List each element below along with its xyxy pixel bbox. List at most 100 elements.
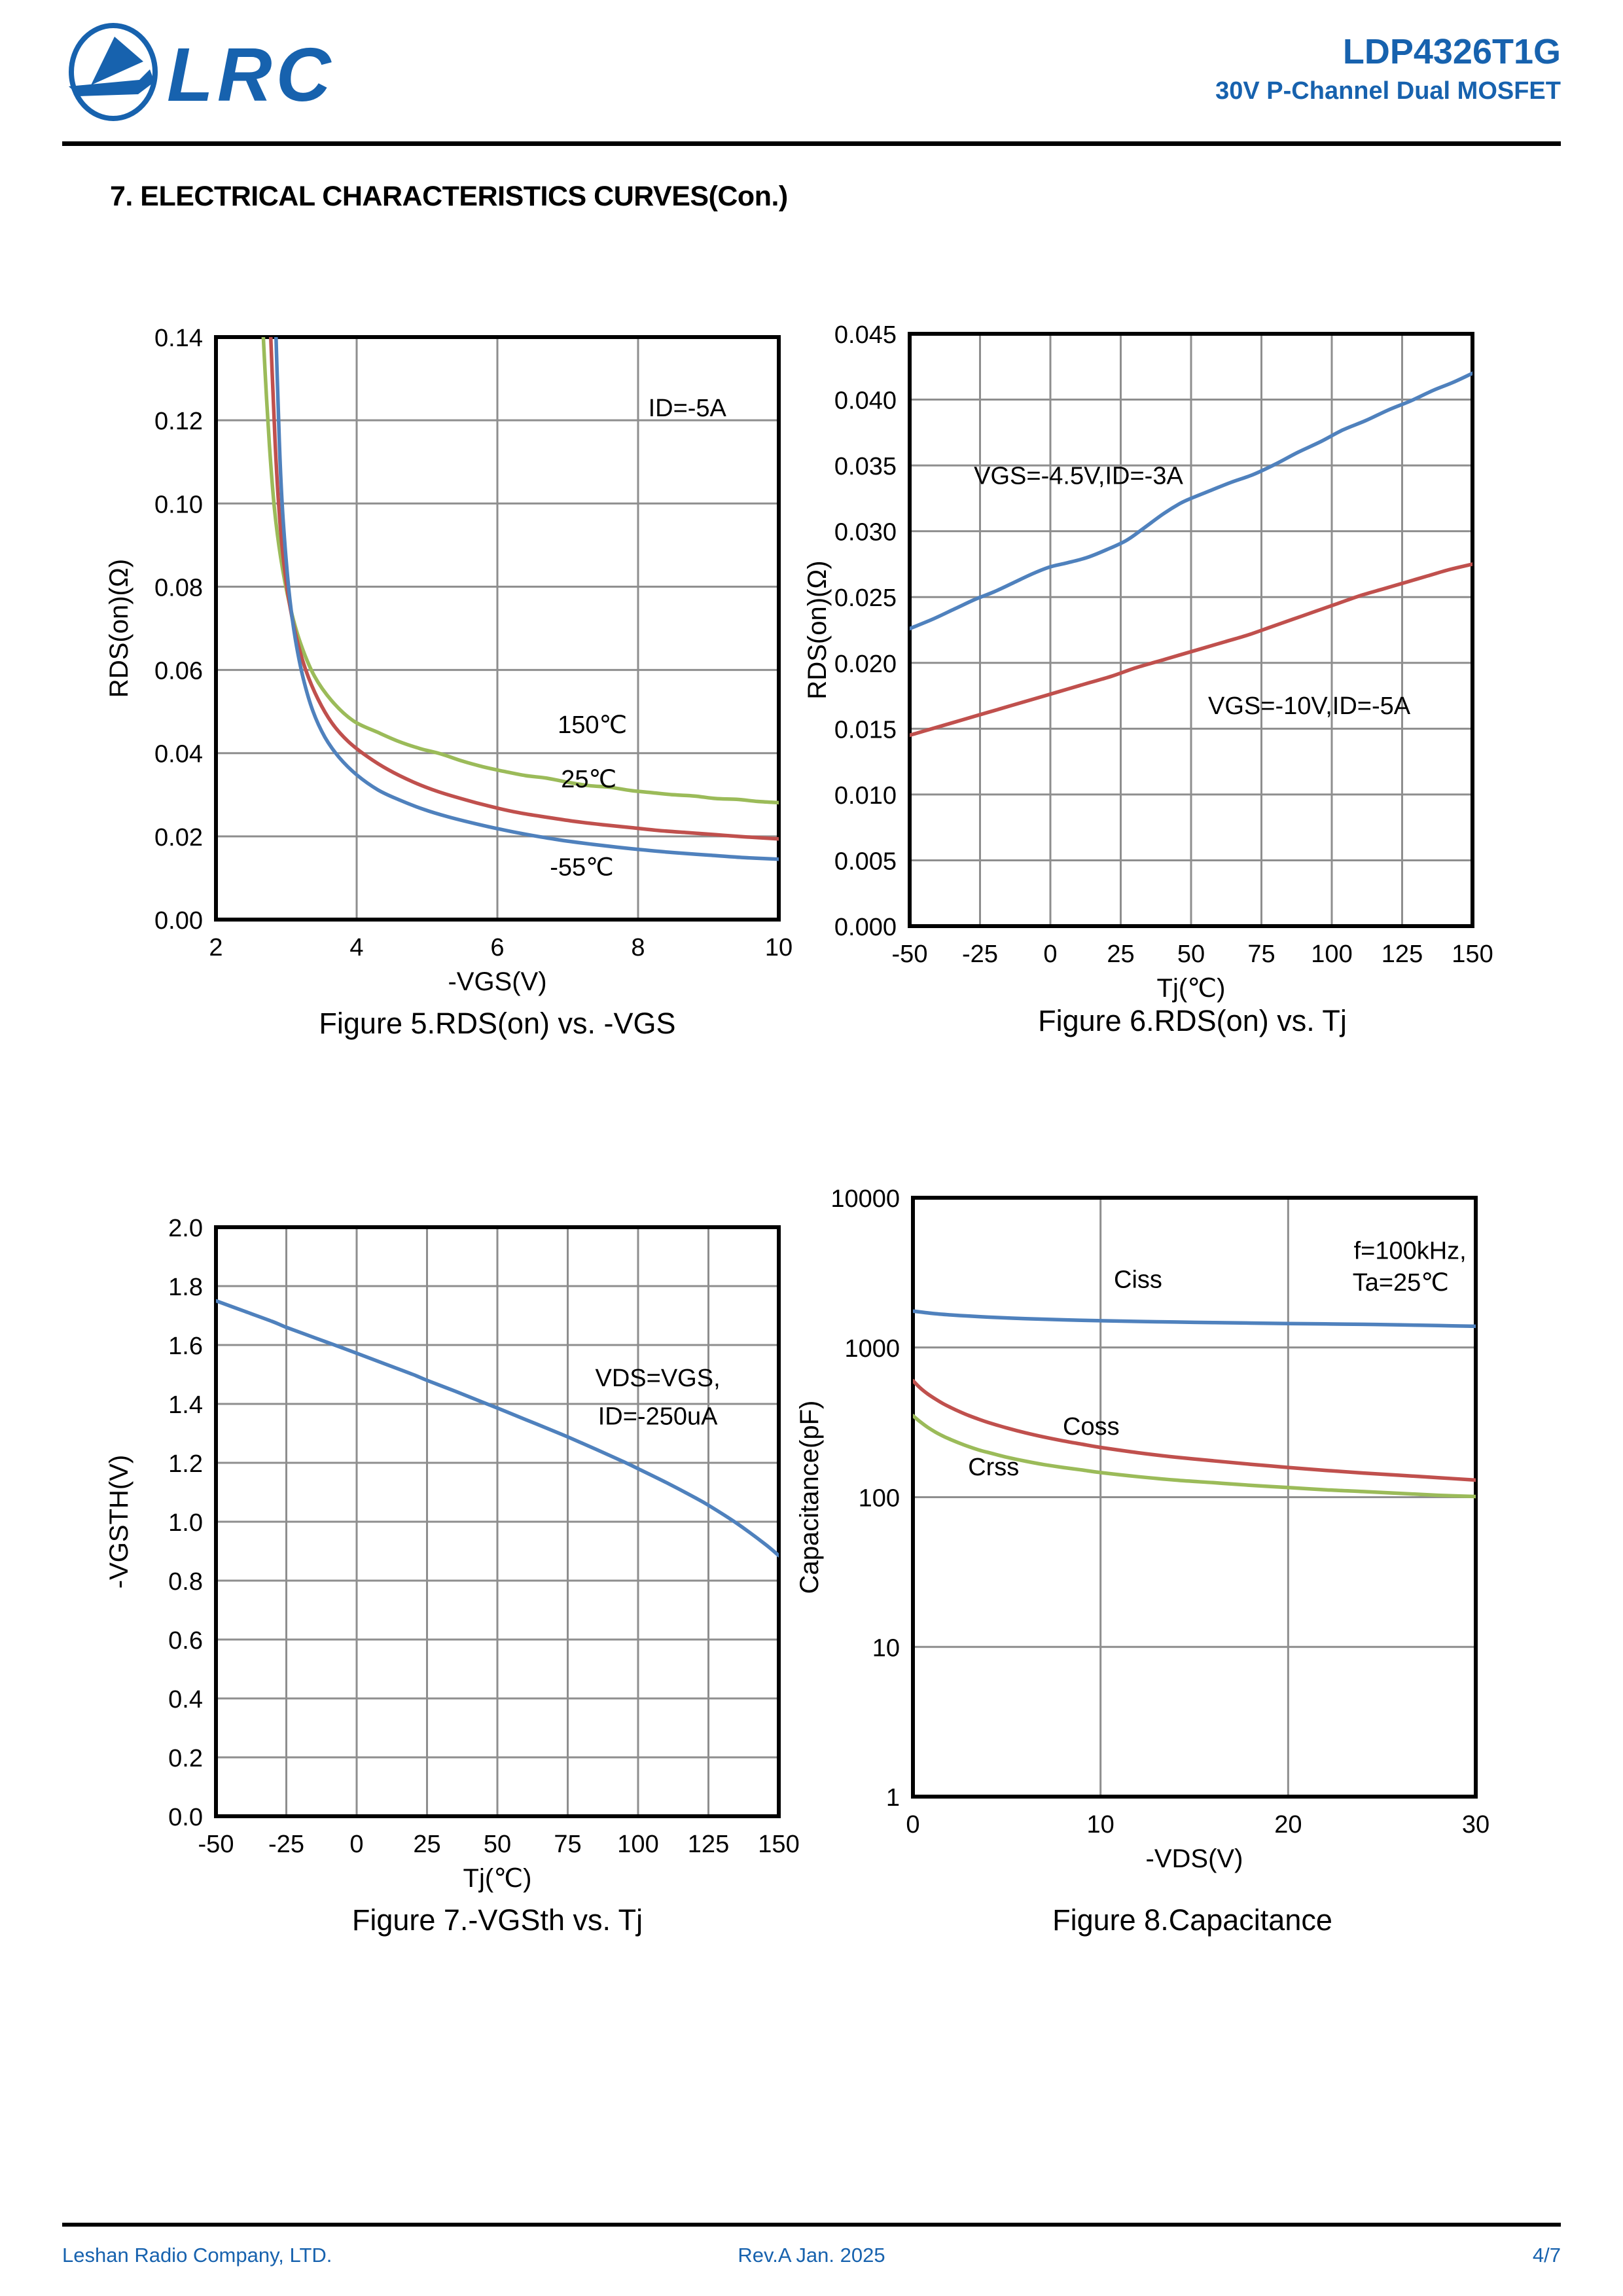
x-tick-label: 100 [1311,941,1352,968]
y-tick-label: 0.005 [834,848,897,875]
series--55 [274,337,779,861]
y-tick-label: 0.8 [168,1568,203,1596]
x-tick-label: 20 [1274,1811,1302,1839]
series-Coss [913,1378,1476,1482]
x-axis-label: -VGS(V) [448,967,546,996]
logo-hull-icon [69,69,154,96]
x-tick-label: 6 [490,934,504,961]
y-tick-label: 0.020 [834,651,897,678]
y-tick-label: 1.8 [168,1274,203,1301]
series-25 [268,337,779,841]
footer-company: Leshan Radio Company, LTD. [62,2244,332,2267]
x-axis-label: Tj(℃) [1157,974,1226,1003]
y-tick-label: 0.2 [168,1745,203,1772]
footer-revision: Rev.A Jan. 2025 [738,2244,885,2267]
y-tick-label: 0.00 [154,907,203,935]
y-tick-label: 2.0 [168,1215,203,1242]
y-tick-label: 0.06 [154,658,203,685]
y-tick-label: 0.035 [834,453,897,480]
y-tick-label: 0.12 [154,408,203,435]
part-subtitle: 30V P-Channel Dual MOSFET [1215,77,1561,105]
y-tick-label: 0.02 [154,824,203,852]
y-axis-label: -VGSTH(V) [105,1455,134,1588]
series--VGSth [216,1299,779,1558]
series-150 [261,337,779,805]
x-tick-label: 75 [1247,941,1275,968]
annotation: Ta=25℃ [1353,1269,1449,1297]
series-label: Ciss [1114,1266,1162,1294]
figure8-caption: Figure 8.Capacitance [1052,1903,1332,1937]
figure5-chart: 150℃ 25℃ -55℃ 2 4 6 8 10 0.00 0.02 0.04 0.06 0.08 0.1… [105,325,793,996]
figure7-caption: Figure 7.-VGSth vs. Tj [351,1903,643,1937]
y-tick-label: 1 [886,1784,900,1812]
x-tick-label: 0 [1043,941,1057,968]
y-tick-label: 10 [872,1634,900,1662]
annotation: VGS=-10V,ID=-5A [1208,692,1411,720]
y-tick-label: 1.0 [168,1509,203,1537]
y-tick-label: 1.6 [168,1333,203,1360]
x-tick-label: 10 [765,934,793,961]
x-tick-label: 4 [349,934,363,961]
section-title: 7. ELECTRICAL CHARACTERISTICS CURVES(Con… [110,181,788,212]
annotation: VDS=VGS, [596,1365,721,1392]
y-axis-label: RDS(on)(Ω) [803,560,832,699]
series-label: Crss [968,1454,1019,1481]
figure6-chart: -50 -25 0 25 50 75 100 125 150 0.000 0.005 0.010 0.0… [803,321,1493,1003]
x-tick-label: 25 [413,1831,440,1858]
x-tick-label: -50 [198,1831,234,1858]
series-VGS-45VID-3A [910,371,1472,631]
x-axis-label: -VDS(V) [1146,1844,1243,1873]
header-rule [62,141,1561,146]
x-tick-label: 30 [1462,1811,1489,1839]
annotation: VGS=-4.5V,ID=-3A [974,462,1183,490]
annotation: ID=-250uA [598,1403,718,1431]
x-tick-label: 75 [554,1831,581,1858]
y-tick-label: 10000 [830,1185,900,1213]
figure5-caption: Figure 5.RDS(on) vs. -VGS [319,1007,676,1040]
x-tick-label: 125 [688,1831,729,1858]
x-tick-label: 2 [209,934,223,961]
annotation: f=100kHz, [1354,1238,1467,1265]
x-tick-label: 0 [349,1831,363,1858]
y-tick-label: 0.045 [834,321,897,349]
logo-sail-icon [91,37,143,85]
part-number: LDP4326T1G [1342,32,1561,71]
y-tick-label: 1000 [844,1335,900,1363]
y-tick-label: 0.08 [154,574,203,601]
y-tick-label: 0.040 [834,387,897,415]
figure6-caption: Figure 6.RDS(on) vs. Tj [1038,1004,1347,1037]
y-tick-label: 100 [859,1485,900,1513]
x-tick-label: -25 [268,1831,304,1858]
y-tick-label: 0.14 [154,325,203,352]
y-tick-label: 0.015 [834,716,897,744]
x-tick-label: -25 [962,941,998,968]
x-tick-label: 150 [758,1831,799,1858]
footer-page-number: 4/7 [1532,2244,1561,2267]
x-tick-label: 50 [1177,941,1205,968]
y-tick-label: 0.6 [168,1627,203,1655]
y-tick-label: 0.010 [834,782,897,810]
x-tick-label: 125 [1382,941,1423,968]
x-tick-label: 8 [631,934,645,961]
figure7-chart: -50 -25 0 25 50 75 100 125 150 0.0 0.2 0.4 0.6 0.8 1.0… [105,1215,800,1893]
x-tick-label: 150 [1452,941,1493,968]
x-tick-label: 10 [1087,1811,1115,1839]
x-tick-label: 50 [484,1831,511,1858]
series-Crss [913,1414,1476,1499]
logo-circle-icon [69,23,158,121]
figure8-chart: Ciss Coss Crss 0 10 20 30 10000 1000 100 10 1 -VDS(V… [795,1185,1489,1873]
y-tick-label: 1.4 [168,1391,203,1419]
series-VGS-10VID-5A [910,562,1472,738]
series-label: -55℃ [550,854,614,882]
series-label: Coss [1063,1413,1120,1441]
y-tick-label: 0.030 [834,519,897,547]
y-tick-label: 0.000 [834,914,897,941]
footer-rule [62,2223,1561,2227]
x-tick-label: 25 [1107,941,1134,968]
y-tick-label: 0.10 [154,491,203,518]
y-tick-label: 1.2 [168,1450,203,1478]
logo-brand-text: LRC [167,32,334,117]
y-tick-label: 0.0 [168,1804,203,1831]
series-label: 25℃ [561,766,616,793]
annotation: ID=-5A [649,395,727,422]
